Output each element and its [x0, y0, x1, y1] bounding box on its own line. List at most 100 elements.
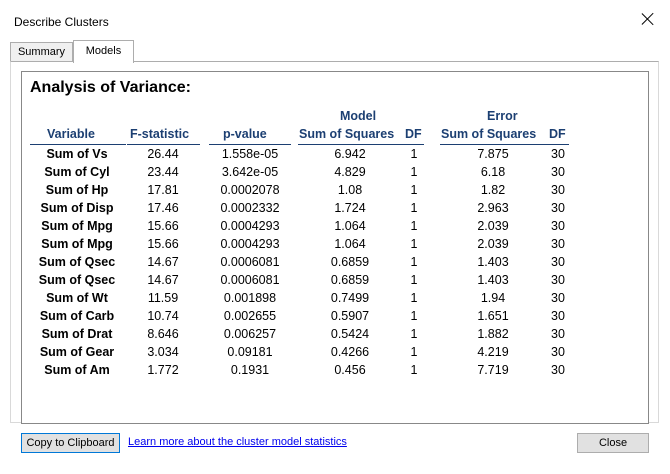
table-row: Sum of Vs 26.44 1.558e-05 6.942 1 7.875 30	[22, 147, 650, 165]
table-row: Sum of Hp 17.81 0.0002078 1.08 1 1.82 30	[22, 183, 650, 201]
cell-variable: Sum of Cyl	[44, 165, 110, 179]
cell-model-ss: 1.08	[337, 183, 363, 197]
table-row: Sum of Drat 8.646 0.006257 0.5424 1 1.882 30	[22, 327, 650, 345]
error-group-header: Error	[487, 109, 518, 123]
cell-model-df: 1	[410, 345, 418, 359]
cell-f-statistic: 15.66	[147, 237, 179, 251]
cell-error-ss: 1.403	[477, 255, 509, 269]
cell-variable: Sum of Mpg	[41, 237, 113, 251]
cell-error-df: 30	[551, 255, 565, 269]
cell-p-value: 0.1931	[230, 363, 270, 377]
cell-f-statistic: 14.67	[147, 255, 179, 269]
cell-p-value: 0.0002078	[220, 183, 280, 197]
cell-f-statistic: 1.772	[147, 363, 179, 377]
close-button[interactable]: Close	[577, 433, 649, 453]
table-row: Sum of Disp 17.46 0.0002332 1.724 1 2.963 30	[22, 201, 650, 219]
model-group-header: Model	[340, 109, 377, 123]
cell-error-df: 30	[551, 327, 565, 341]
close-icon[interactable]	[640, 11, 656, 27]
cell-error-df: 30	[551, 183, 565, 197]
header-rule	[403, 144, 424, 145]
header-rule	[30, 144, 126, 145]
cell-model-df: 1	[410, 147, 418, 161]
cell-model-ss: 1.724	[334, 201, 366, 215]
cell-error-df: 30	[551, 237, 565, 251]
cell-variable: Sum of Qsec	[38, 273, 116, 287]
copy-to-clipboard-button[interactable]: Copy to Clipboard	[21, 433, 120, 453]
cell-f-statistic: 14.67	[147, 273, 179, 287]
cell-model-df: 1	[410, 363, 418, 377]
table-row: Sum of Qsec 14.67 0.0006081 0.6859 1 1.403 30	[22, 273, 650, 291]
cell-variable: Sum of Drat	[41, 327, 113, 341]
cell-f-statistic: 15.66	[147, 219, 179, 233]
header-rule	[127, 144, 200, 145]
cell-model-df: 1	[410, 309, 418, 323]
cell-error-ss: 1.82	[480, 183, 506, 197]
cell-error-ss: 1.94	[480, 291, 506, 305]
cell-p-value: 0.0006081	[220, 273, 280, 287]
cell-variable: Sum of Hp	[45, 183, 109, 197]
cell-variable: Sum of Disp	[40, 201, 114, 215]
cell-f-statistic: 11.59	[147, 291, 179, 305]
cell-error-ss: 7.719	[477, 363, 509, 377]
cell-variable: Sum of Carb	[39, 309, 115, 323]
cell-p-value: 0.09181	[227, 345, 273, 359]
cell-error-ss: 1.403	[477, 273, 509, 287]
col-header-f-statistic: F-statistic	[130, 127, 190, 141]
cell-model-ss: 6.942	[334, 147, 366, 161]
cell-variable: Sum of Am	[44, 363, 110, 377]
col-header-model-df: DF	[405, 127, 422, 141]
tab-summary[interactable]: Summary	[10, 42, 73, 61]
cell-model-ss: 0.4266	[330, 345, 370, 359]
header-rule	[298, 144, 403, 145]
cell-variable: Sum of Vs	[46, 147, 108, 161]
cell-variable: Sum of Qsec	[38, 255, 116, 269]
title-bar: Describe Clusters	[0, 0, 670, 40]
cell-error-df: 30	[551, 363, 565, 377]
table-row: Sum of Qsec 14.67 0.0006081 0.6859 1 1.403 30	[22, 255, 650, 273]
table-row: Sum of Mpg 15.66 0.0004293 1.064 1 2.039 30	[22, 237, 650, 255]
table-row: Sum of Mpg 15.66 0.0004293 1.064 1 2.039 30	[22, 219, 650, 237]
cell-error-ss: 1.882	[477, 327, 509, 341]
cell-model-ss: 0.5424	[330, 327, 370, 341]
cell-p-value: 1.558e-05	[221, 147, 279, 161]
cell-p-value: 0.002655	[223, 309, 277, 323]
cell-model-ss: 0.7499	[330, 291, 370, 305]
cell-model-ss: 0.456	[334, 363, 366, 377]
cell-model-df: 1	[410, 237, 418, 251]
cell-variable: Sum of Gear	[39, 345, 115, 359]
header-rule	[209, 144, 291, 145]
col-header-error-df: DF	[549, 127, 566, 141]
cell-p-value: 0.0006081	[220, 255, 280, 269]
cell-error-df: 30	[551, 291, 565, 305]
learn-more-link[interactable]: Learn more about the cluster model stati…	[128, 436, 347, 448]
cell-error-ss: 4.219	[477, 345, 509, 359]
anova-heading: Analysis of Variance:	[30, 79, 191, 96]
cell-model-df: 1	[410, 201, 418, 215]
cell-f-statistic: 8.646	[147, 327, 179, 341]
cell-error-df: 30	[551, 309, 565, 323]
table-row: Sum of Wt 11.59 0.001898 0.7499 1 1.94 30	[22, 291, 650, 309]
cell-f-statistic: 3.034	[147, 345, 179, 359]
cell-error-ss: 7.875	[477, 147, 509, 161]
cell-p-value: 0.001898	[223, 291, 277, 305]
models-tab-panel: Analysis of Variance: Model Error Variab…	[10, 61, 659, 424]
cell-model-ss: 0.5907	[330, 309, 370, 323]
cell-variable: Sum of Wt	[46, 291, 108, 305]
col-header-variable: Variable	[47, 127, 95, 141]
cell-p-value: 0.0004293	[220, 237, 280, 251]
cell-model-df: 1	[410, 165, 418, 179]
cell-p-value: 3.642e-05	[221, 165, 279, 179]
cell-error-df: 30	[551, 273, 565, 287]
table-row: Sum of Am 1.772 0.1931 0.456 1 7.719 30	[22, 363, 650, 381]
cell-error-df: 30	[551, 201, 565, 215]
cell-model-ss: 1.064	[334, 237, 366, 251]
tab-models[interactable]: Models	[73, 40, 134, 63]
cell-error-ss: 6.18	[480, 165, 506, 179]
cell-model-df: 1	[410, 255, 418, 269]
cell-p-value: 0.0002332	[220, 201, 280, 215]
cell-f-statistic: 26.44	[147, 147, 179, 161]
cell-model-df: 1	[410, 327, 418, 341]
cell-error-df: 30	[551, 219, 565, 233]
cell-f-statistic: 23.44	[147, 165, 179, 179]
